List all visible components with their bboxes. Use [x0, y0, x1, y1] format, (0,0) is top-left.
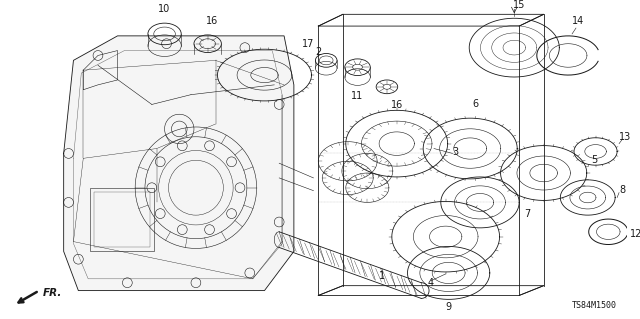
Text: 13: 13: [619, 132, 631, 142]
Text: 8: 8: [619, 185, 625, 195]
Text: 14: 14: [572, 16, 584, 26]
Bar: [94, 192, 150, 248]
Text: 11: 11: [351, 91, 364, 100]
Text: 9: 9: [445, 302, 452, 312]
Text: 15: 15: [513, 0, 525, 11]
Text: FR.: FR.: [43, 287, 63, 298]
Text: 5: 5: [591, 155, 598, 165]
Polygon shape: [63, 36, 294, 291]
Text: 1: 1: [379, 271, 385, 281]
Text: 2: 2: [316, 48, 321, 57]
Text: 10: 10: [159, 4, 171, 14]
Text: 4: 4: [428, 278, 434, 288]
Text: 6: 6: [472, 100, 478, 109]
Text: 16: 16: [390, 100, 403, 110]
Text: TS84M1500: TS84M1500: [572, 301, 617, 310]
Text: 17: 17: [302, 39, 315, 49]
Text: 16: 16: [207, 16, 219, 26]
Text: 12: 12: [630, 229, 640, 239]
Text: 3: 3: [452, 147, 458, 157]
Bar: [90, 188, 154, 251]
Text: 7: 7: [524, 209, 530, 219]
